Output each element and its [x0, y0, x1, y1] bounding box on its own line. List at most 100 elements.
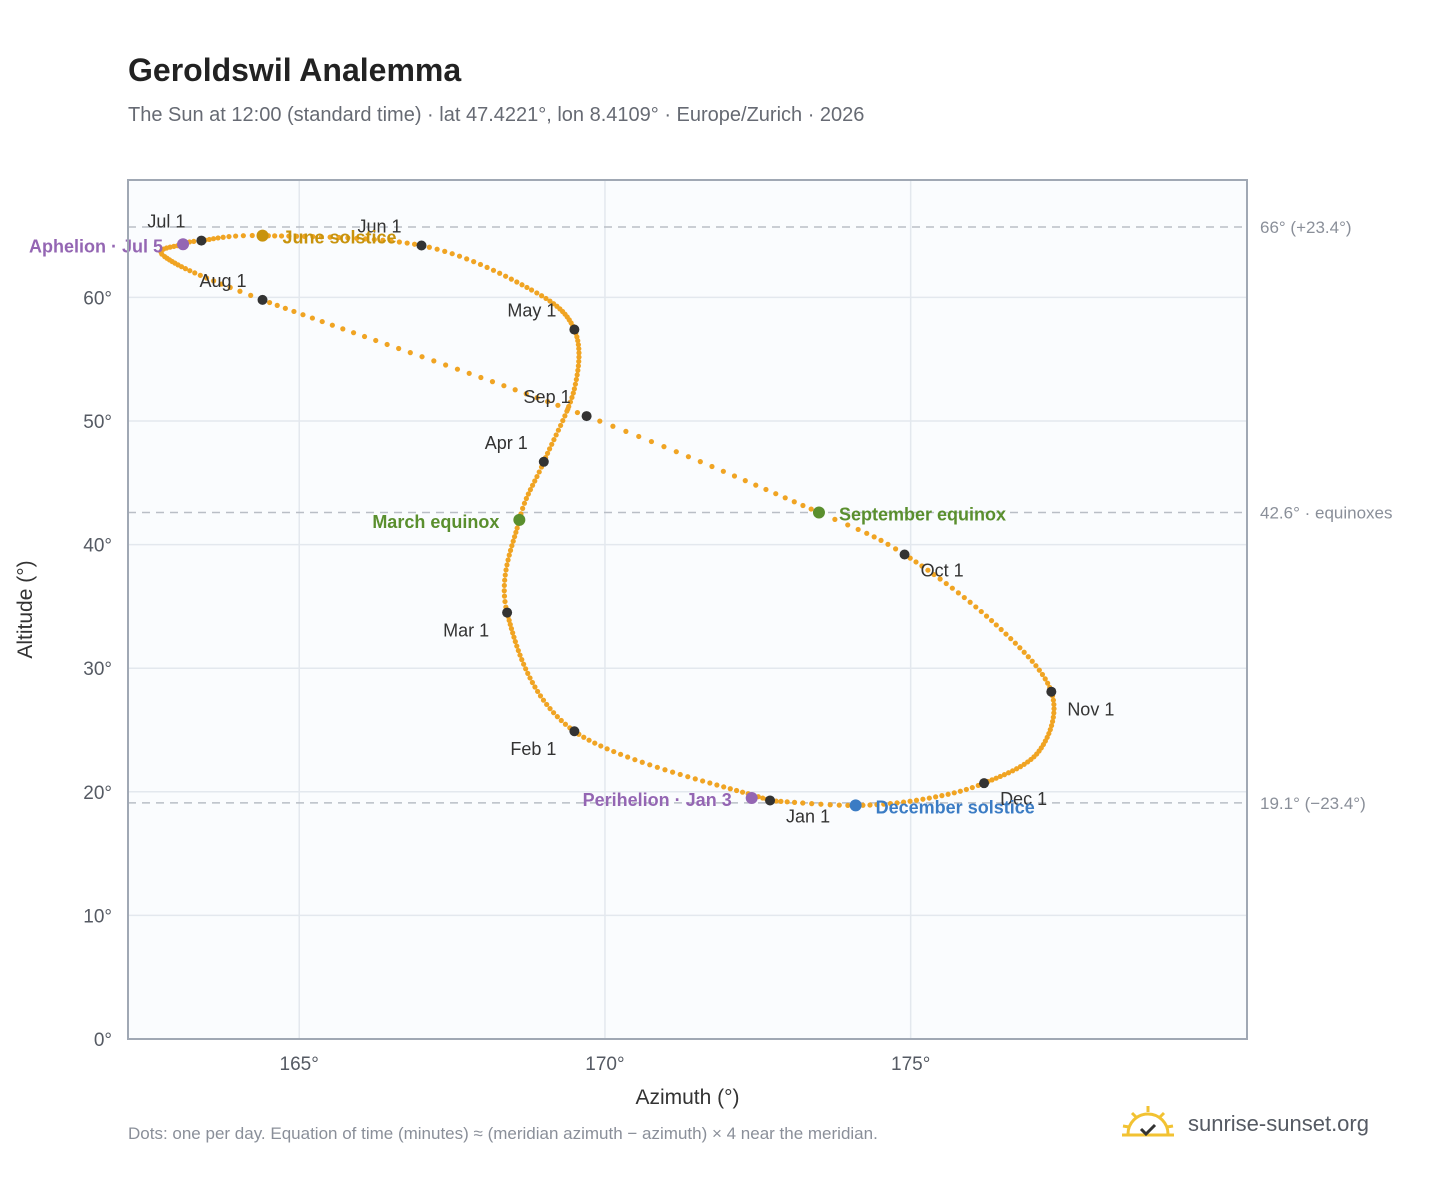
- daily-dot: [466, 370, 472, 376]
- daily-dot: [431, 358, 437, 364]
- daily-dot: [543, 295, 549, 302]
- daily-dot: [211, 278, 217, 284]
- month-marker-dot: [196, 235, 207, 246]
- daily-dot: [192, 270, 198, 276]
- daily-dot: [523, 495, 529, 502]
- daily-dot: [371, 236, 377, 243]
- daily-dot: [503, 273, 509, 279]
- daily-dot: [567, 399, 574, 405]
- daily-dot: [673, 449, 679, 455]
- daily-dot: [988, 617, 995, 624]
- y-tick-label: 10°: [83, 906, 112, 927]
- daily-dot: [654, 764, 660, 770]
- event-markers: June solstice December solstice March equi…: [29, 228, 1035, 818]
- y-tick-label: 50°: [83, 412, 112, 433]
- daily-dot: [900, 799, 907, 805]
- daily-dot: [319, 318, 325, 325]
- daily-dot: [508, 276, 514, 282]
- daily-dot: [309, 315, 315, 321]
- daily-dot: [384, 341, 390, 348]
- daily-dot: [506, 617, 512, 623]
- daily-dot: [1051, 706, 1057, 712]
- daily-dot: [536, 469, 542, 475]
- daily-dot: [514, 525, 520, 531]
- daily-dot: [267, 299, 273, 306]
- daily-dot: [926, 795, 932, 801]
- daily-dot: [576, 350, 582, 356]
- daily-dot: [558, 717, 564, 724]
- daily-dot: [519, 657, 525, 663]
- x-tick-label: 165°: [280, 1054, 319, 1075]
- daily-dot: [639, 759, 645, 765]
- month-marker-dot: [538, 456, 549, 467]
- month-marker-dot: [899, 549, 910, 560]
- y-axis-label: Altitude (°): [14, 560, 37, 658]
- daily-dot: [569, 394, 575, 401]
- page-subtitle: The Sun at 12:00 (standard time) · lat 4…: [128, 104, 865, 126]
- month-marker-label: Jun 1: [357, 217, 401, 237]
- daily-dot: [523, 666, 529, 672]
- daily-dot: [519, 282, 525, 288]
- daily-dot: [540, 697, 547, 703]
- daily-dot: [1048, 722, 1055, 729]
- daily-dot: [610, 423, 616, 429]
- daily-dot: [791, 499, 797, 505]
- daily-dot: [544, 450, 551, 456]
- daily-dot: [286, 233, 292, 239]
- month-marker-label: Mar 1: [443, 621, 489, 641]
- daily-dot: [511, 534, 518, 540]
- month-marker-dot: [581, 411, 592, 422]
- daily-dot: [855, 526, 861, 533]
- daily-dot: [989, 777, 995, 783]
- daily-dot: [515, 647, 521, 654]
- daily-dot: [456, 253, 463, 259]
- daily-dot: [396, 239, 402, 245]
- daily-dot: [507, 547, 514, 553]
- daily-dot: [477, 261, 484, 268]
- daily-dot: [800, 800, 806, 806]
- brand-text: sunrise-sunset.org: [1188, 1111, 1369, 1136]
- daily-dot: [524, 284, 530, 291]
- daily-dot: [554, 714, 560, 720]
- daily-dot: [864, 530, 870, 536]
- reference-line-label: 66° (+23.4°): [1260, 218, 1352, 237]
- daily-dot: [963, 786, 969, 793]
- daily-dot: [532, 478, 538, 484]
- daily-dot: [550, 301, 557, 307]
- daily-dot: [478, 374, 484, 381]
- daily-dot: [661, 444, 667, 450]
- daily-dot: [714, 782, 720, 788]
- daily-dot: [1005, 770, 1012, 776]
- daily-dot: [534, 395, 540, 401]
- daily-dot: [443, 362, 449, 368]
- daily-dot: [511, 634, 517, 640]
- daily-dot: [1045, 680, 1051, 686]
- daily-dot: [818, 801, 824, 807]
- daily-dot: [523, 391, 529, 397]
- daily-dot: [685, 454, 692, 460]
- daily-dot: [572, 381, 579, 387]
- daily-dot: [549, 441, 555, 447]
- daily-dot: [576, 346, 582, 352]
- event-marker-dot: [812, 506, 825, 519]
- daily-dot: [345, 235, 351, 241]
- daily-dot: [327, 234, 333, 240]
- daily-dot: [565, 406, 571, 412]
- month-markers: Jan 1 Feb 1 Mar 1 Apr 1 May 1 Jun 1 Jul 1 Aug 1…: [147, 212, 1114, 827]
- daily-dot: [1049, 718, 1056, 725]
- daily-dot: [1021, 649, 1027, 655]
- reference-line-label: 19.1° (−23.4°): [1260, 794, 1366, 813]
- daily-dot: [808, 506, 814, 512]
- daily-dot: [778, 798, 784, 804]
- daily-dot: [943, 580, 949, 587]
- daily-dot: [623, 428, 629, 434]
- month-marker-label: Jul 1: [147, 212, 185, 232]
- daily-dot: [874, 802, 880, 808]
- daily-dot: [907, 798, 913, 804]
- daily-dot: [894, 800, 900, 806]
- daily-dot: [529, 679, 535, 686]
- daily-dot: [310, 234, 316, 240]
- daily-dot: [282, 305, 288, 311]
- daily-dot: [827, 802, 833, 808]
- daily-dot: [509, 543, 515, 549]
